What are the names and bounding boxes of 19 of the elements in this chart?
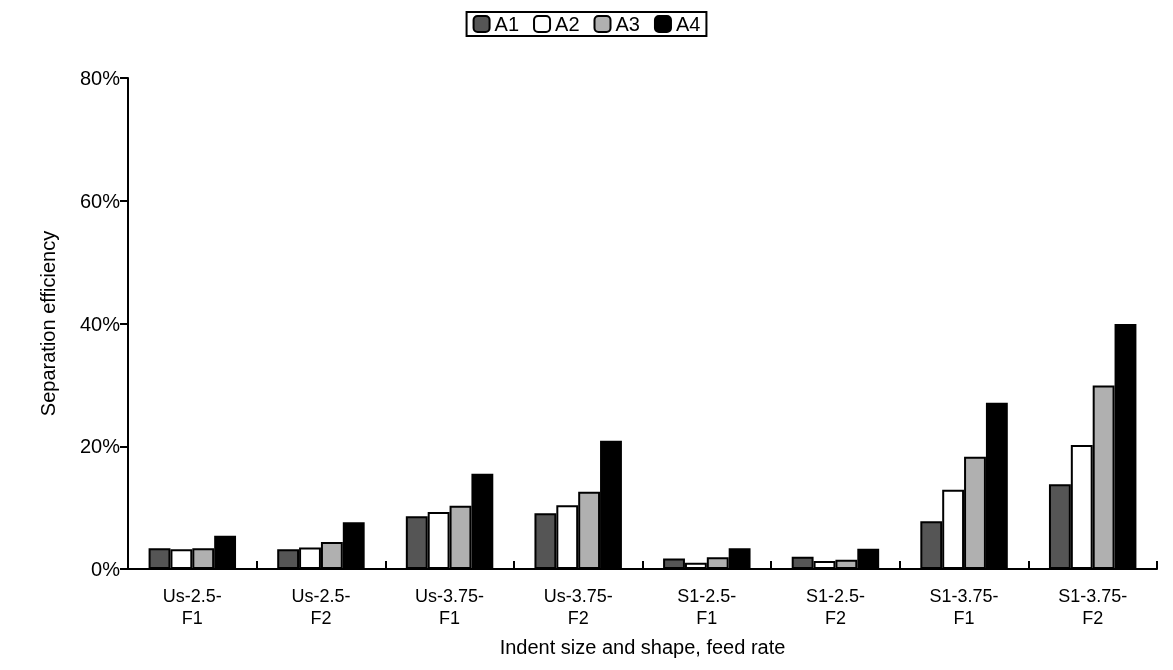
y-tick-label: 40% [79, 312, 121, 335]
x-tick-label: Us-2.5-F2 [291, 586, 351, 628]
legend-label: A4 [675, 13, 701, 35]
y-tick-label: 0% [91, 558, 121, 580]
y-tick-label: 20% [79, 435, 121, 458]
x-tick-label: S1-2.5-F2 [805, 586, 865, 628]
legend-label: A2 [555, 13, 580, 35]
x-tick-label: Us-3.75-F1 [415, 586, 485, 628]
x-tick-label: Us-2.5-F1 [162, 586, 222, 628]
x-tick-label: Us-3.75-F2 [543, 586, 613, 628]
x-axis-title: Indent size and shape, feed rate [499, 636, 786, 658]
y-tick-label: 80% [79, 67, 121, 89]
x-tick-label: S1-3.75-F1 [929, 586, 999, 628]
legend-label: A3 [615, 13, 640, 35]
legend-label: A1 [494, 13, 520, 35]
y-tick-label: 60% [79, 189, 121, 212]
y-axis-title: Separation efficiency [37, 230, 59, 417]
x-tick-label: S1-3.75-F2 [1058, 586, 1128, 628]
x-tick-label: S1-2.5-F1 [677, 586, 737, 628]
